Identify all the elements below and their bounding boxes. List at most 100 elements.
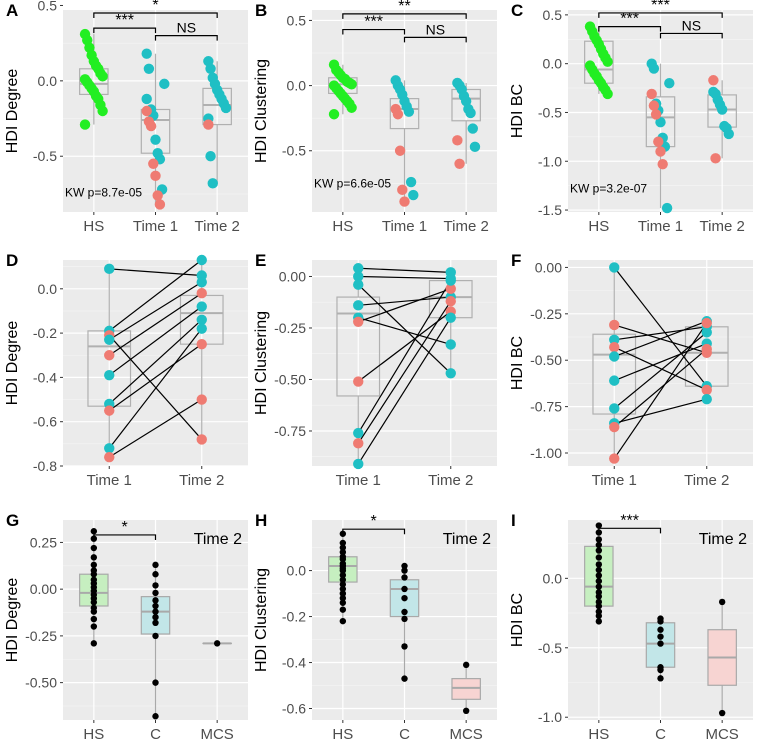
data-point bbox=[150, 134, 161, 145]
data-point bbox=[152, 571, 159, 578]
pair-line bbox=[358, 267, 451, 273]
y-tick-label: -0.5 bbox=[282, 143, 306, 159]
x-tick-label: Time 1 bbox=[592, 472, 637, 489]
data-point bbox=[655, 146, 666, 157]
data-point bbox=[655, 117, 666, 128]
data-point bbox=[141, 105, 152, 117]
y-tick-label: 0.5 bbox=[287, 12, 307, 28]
x-tick-label: C bbox=[399, 726, 410, 743]
data-point bbox=[152, 597, 159, 604]
significance-bracket: NS bbox=[403, 21, 467, 43]
data-point bbox=[339, 555, 347, 563]
x-tick-label: MCS bbox=[705, 726, 738, 743]
data-point bbox=[609, 421, 620, 433]
data-point bbox=[595, 566, 603, 574]
data-point bbox=[401, 567, 408, 574]
pair-line bbox=[614, 398, 707, 424]
x-tick-label: HS bbox=[332, 218, 353, 235]
data-point bbox=[152, 613, 159, 621]
bracket-line bbox=[342, 28, 406, 35]
pair-line bbox=[357, 300, 452, 444]
data-point bbox=[397, 184, 408, 196]
x-tick-label: HS bbox=[588, 218, 609, 235]
data-point bbox=[452, 135, 463, 146]
data-point bbox=[718, 709, 726, 717]
x-tick-label: Time 2 bbox=[179, 472, 224, 489]
y-axis-label: HDI Degree bbox=[4, 578, 21, 663]
data-point bbox=[152, 679, 159, 686]
data-point bbox=[152, 632, 159, 640]
data-point bbox=[445, 275, 456, 286]
data-point bbox=[609, 453, 620, 464]
panel-i: 0.0 -0.5 -1.0 HS C MCS HDI BC I *** Time 2 bbox=[509, 511, 753, 743]
y-tick-label: -0.25 bbox=[25, 628, 57, 644]
data-point bbox=[595, 561, 603, 568]
data-point bbox=[708, 75, 719, 86]
pair-line bbox=[109, 268, 202, 277]
box-mcs bbox=[707, 601, 737, 714]
data-point bbox=[196, 314, 207, 326]
x-tick-label: MCS bbox=[200, 726, 233, 743]
data-point bbox=[401, 643, 408, 650]
panel-b: 0.5 0.0 -0.5 HS Time 1 Time 2 HDI Clustering B *… bbox=[253, 0, 497, 235]
significance-bracket: *** bbox=[93, 12, 157, 34]
data-point bbox=[196, 434, 207, 445]
panel-letter: A bbox=[6, 1, 18, 20]
data-point bbox=[467, 123, 478, 134]
data-point bbox=[657, 640, 664, 647]
data-point bbox=[405, 176, 417, 188]
x-tick-label: C bbox=[150, 726, 161, 743]
bracket-line bbox=[93, 534, 157, 540]
bracket-line bbox=[403, 36, 467, 43]
data-point bbox=[196, 254, 207, 266]
data-point bbox=[462, 707, 470, 715]
data-point bbox=[609, 319, 620, 331]
pair-line bbox=[358, 275, 451, 280]
data-point bbox=[207, 178, 218, 189]
data-point bbox=[353, 438, 364, 449]
pair-line bbox=[108, 259, 203, 332]
data-point bbox=[152, 561, 159, 569]
y-tick-label: -0.50 bbox=[530, 352, 562, 368]
pair-line bbox=[614, 342, 707, 382]
corner-label: Time 2 bbox=[699, 531, 747, 548]
panel-c: 0.5 0.0 -0.5 -1.0 -1.5 HS Time 1 Time 2 HDI BC C *… bbox=[509, 0, 753, 235]
data-point bbox=[401, 585, 408, 593]
data-point bbox=[339, 567, 347, 574]
data-point bbox=[339, 606, 347, 613]
y-tick-label: -0.8 bbox=[33, 458, 57, 474]
significance-label: * bbox=[371, 513, 377, 530]
data-point bbox=[152, 602, 159, 610]
bracket-line bbox=[342, 13, 467, 19]
data-point bbox=[339, 581, 347, 588]
data-point bbox=[196, 323, 207, 334]
panel-letter: I bbox=[511, 511, 516, 530]
data-point bbox=[353, 263, 364, 274]
significance-bracket: * bbox=[342, 513, 406, 535]
data-point bbox=[196, 288, 207, 299]
data-point bbox=[657, 626, 664, 633]
x-tick-label: C bbox=[655, 726, 666, 743]
panel-letter: C bbox=[511, 1, 523, 20]
data-point bbox=[609, 375, 620, 386]
y-tick-label: 0.5 bbox=[38, 0, 58, 13]
panel-e: 0.00 -0.25 -0.50 -0.75 Time 1 Time 2 HDI Clust… bbox=[253, 251, 497, 489]
significance-bracket: ** bbox=[342, 0, 467, 19]
data-point bbox=[648, 100, 660, 111]
data-point bbox=[143, 63, 155, 74]
data-point bbox=[394, 145, 406, 156]
data-point bbox=[609, 342, 620, 353]
data-point bbox=[646, 88, 657, 100]
significance-label: NS bbox=[177, 20, 196, 36]
data-point bbox=[353, 279, 364, 290]
data-point bbox=[595, 612, 603, 620]
pair-line bbox=[358, 317, 451, 346]
data-point bbox=[657, 633, 664, 640]
box-iqr bbox=[336, 296, 381, 397]
significance-bracket: NS bbox=[659, 17, 723, 39]
y-axis-label: HDI Degree bbox=[4, 69, 21, 154]
significance-label: *** bbox=[620, 512, 639, 529]
x-tick-label: Time 2 bbox=[444, 218, 489, 235]
y-tick-label: -0.5 bbox=[538, 104, 562, 120]
